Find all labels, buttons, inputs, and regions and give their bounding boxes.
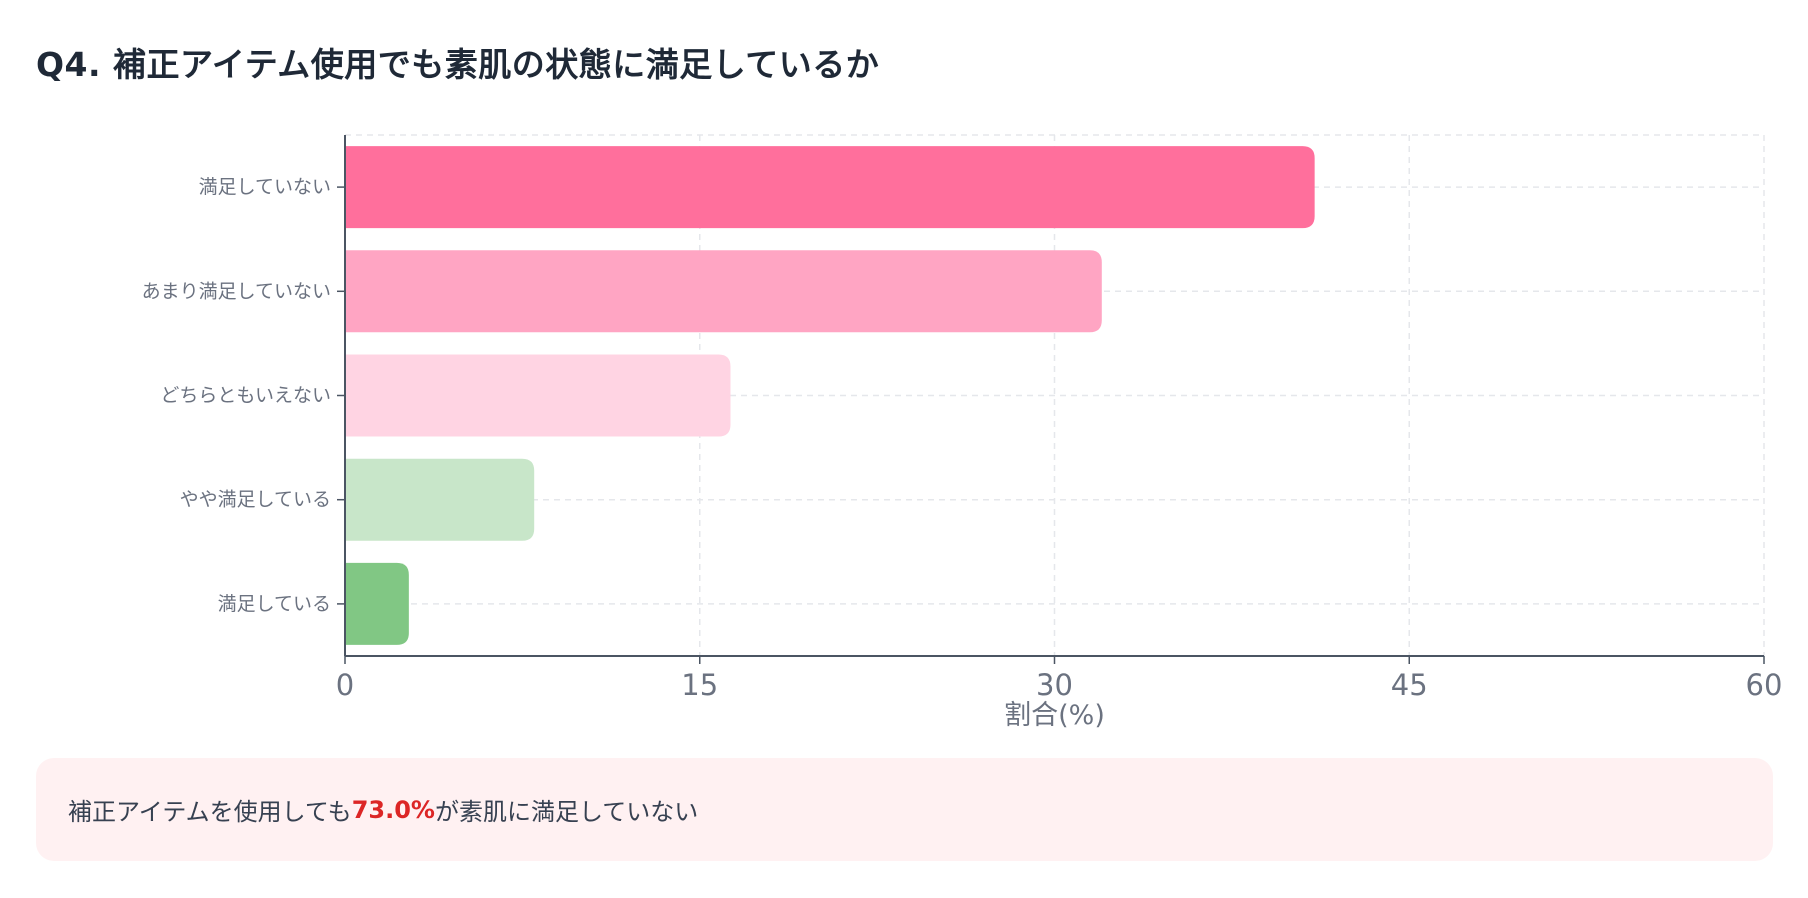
x-axis-title: 割合(%) [1004, 700, 1105, 731]
y-tick-label: あまり満足していない [142, 280, 331, 302]
y-tick-label: やや満足している [180, 489, 331, 511]
x-tick-label: 45 [1391, 668, 1428, 702]
bar-chart: 満足していないあまり満足していないどちらともいえないやや満足している満足している… [142, 134, 1783, 731]
x-tick-label: 30 [1036, 668, 1073, 702]
bar [345, 250, 1102, 333]
summary-callout: 補正アイテムを使用しても 73.0% が素肌に満足していない [36, 758, 1773, 861]
x-tick-label: 15 [681, 668, 718, 702]
y-tick-label: 満足している [218, 593, 331, 615]
bar [345, 458, 535, 541]
callout-prefix: 補正アイテムを使用しても [68, 798, 352, 826]
y-tick-label: 満足していない [199, 176, 331, 198]
bar [345, 146, 1315, 229]
x-tick-label: 60 [1746, 668, 1783, 702]
bar [345, 354, 731, 437]
x-tick-label: 0 [336, 668, 354, 702]
y-tick-label: どちらともいえない [160, 385, 331, 407]
bar [345, 562, 409, 645]
callout-highlight: 73.0% [351, 795, 435, 824]
page-title: Q4. 補正アイテム使用でも素肌の状態に満足しているか [36, 45, 880, 84]
callout-suffix: が素肌に満足していない [434, 798, 699, 826]
